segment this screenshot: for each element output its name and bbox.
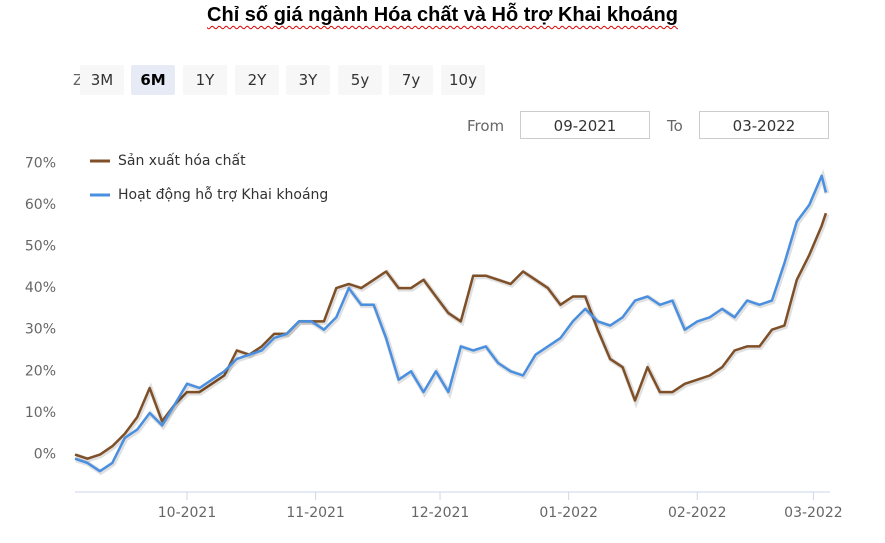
series-line	[74, 174, 828, 473]
y-tick-label: 60%	[25, 197, 56, 213]
legend-label: Sản xuất hóa chất	[118, 153, 246, 169]
range-button[interactable]: 3M	[80, 65, 124, 95]
x-tick-label: 11-2021	[286, 505, 345, 521]
range-button[interactable]: 7y	[389, 65, 433, 95]
legend-label: Hoạt động hỗ trợ Khai khoáng	[118, 186, 328, 203]
range-button[interactable]: 5y	[338, 65, 382, 95]
x-tick-label: 12-2021	[411, 505, 470, 521]
y-tick-label: 50%	[25, 239, 56, 255]
x-tick-label: 01-2022	[539, 505, 598, 521]
x-tick-label: 02-2022	[668, 505, 727, 521]
line-shadow	[75, 213, 830, 463]
x-tick-label: 10-2021	[158, 505, 217, 521]
page-title: Chỉ số giá ngành Hóa chất và Hỗ trợ Khai…	[207, 4, 678, 26]
y-tick-label: 10%	[25, 405, 56, 421]
range-button[interactable]: 1Y	[183, 65, 227, 95]
from-label: From	[467, 117, 505, 135]
y-tick-label: 40%	[25, 280, 56, 296]
y-tick-label: 0%	[34, 447, 56, 463]
zoom-label: Z	[73, 71, 84, 89]
y-tick-label: 30%	[25, 322, 56, 338]
to-input[interactable]: 03-2022	[699, 111, 829, 139]
y-tick-label: 70%	[25, 155, 56, 171]
x-tick-label: 03-2022	[784, 505, 843, 521]
range-button[interactable]: 2Y	[235, 65, 279, 95]
range-button[interactable]: 3Y	[286, 65, 330, 95]
to-label: To	[667, 117, 683, 135]
range-button[interactable]: 6M	[131, 65, 175, 95]
line-shadow	[75, 169, 830, 476]
y-tick-label: 20%	[25, 363, 56, 379]
range-button[interactable]: 10y	[441, 65, 485, 95]
series-line	[74, 212, 828, 460]
from-input[interactable]: 09-2021	[520, 111, 650, 139]
